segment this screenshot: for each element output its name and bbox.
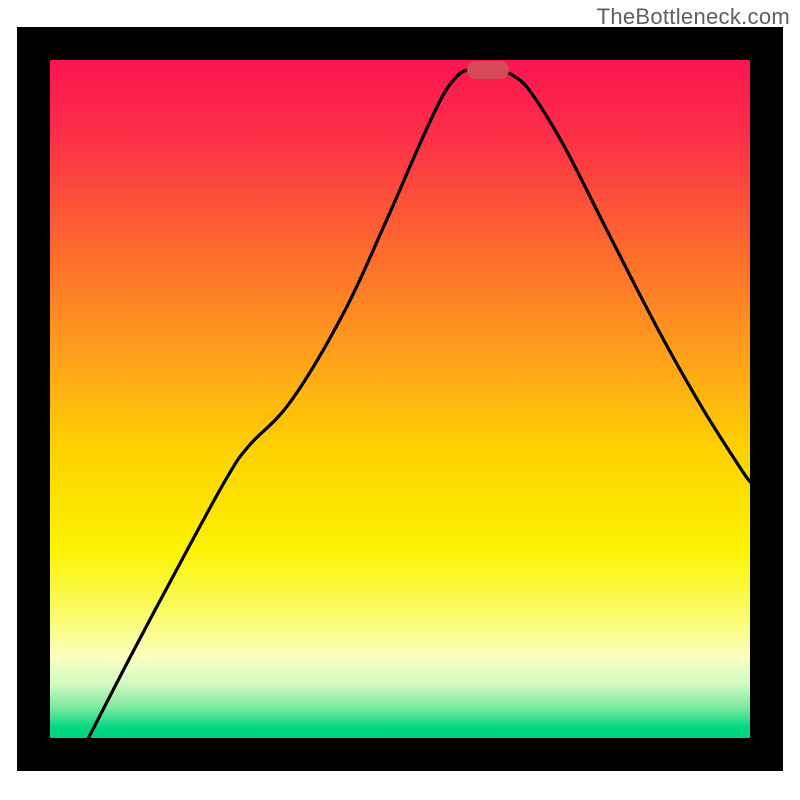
optimal-marker xyxy=(467,61,509,79)
plot-border xyxy=(17,27,783,771)
chart-frame: TheBottleneck.com xyxy=(0,0,800,800)
